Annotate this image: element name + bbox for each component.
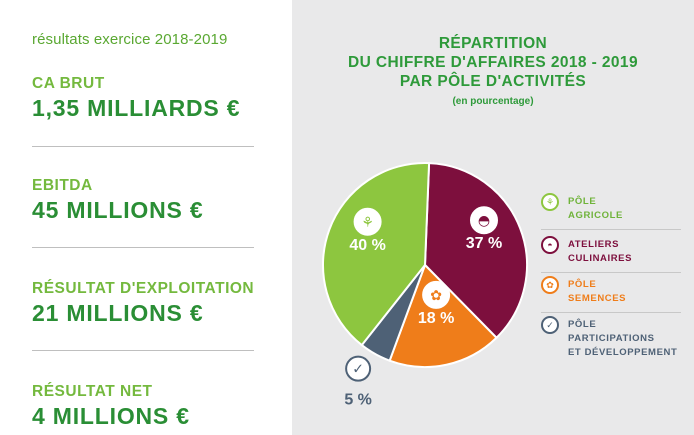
divider	[32, 350, 254, 351]
legend-divider	[541, 312, 681, 313]
results-subtitle: résultats exercice 2018-2019	[32, 31, 228, 48]
divider	[32, 247, 254, 248]
legend-label: PÔLE SEMENCES	[568, 278, 626, 306]
kpi-resultat-net: RÉSULTAT NET 4 MILLIONS €	[32, 383, 262, 430]
results-panel	[0, 0, 292, 435]
pie-slice	[321, 162, 431, 347]
legend-label-line: CULINAIRES	[568, 253, 633, 264]
slice-label: 37 %	[466, 235, 502, 252]
wheat-icon	[353, 207, 382, 236]
legend-label-line: SEMENCES	[568, 293, 627, 304]
slice-label: 40 %	[349, 237, 385, 254]
slice-label: 5 %	[344, 392, 372, 409]
seed-icon-glyph: ✿	[430, 288, 442, 304]
legend-label-line: PÔLE	[568, 196, 597, 207]
kpi-resultat-exploitation: RÉSULTAT D'EXPLOITATION 21 MILLIONS €	[32, 280, 262, 327]
legend-label-line: PARTICIPATIONS	[568, 333, 655, 344]
chart-note: (en pourcentage)	[452, 96, 534, 107]
chart-title-line: RÉPARTITION	[438, 35, 548, 52]
kpi-label: EBITDA	[32, 177, 93, 194]
legend-label-line: PÔLE	[568, 319, 597, 330]
kpi-label: RÉSULTAT NET	[32, 383, 153, 400]
legend-label-line: ATELIERS	[568, 239, 620, 250]
legend-divider	[541, 272, 681, 273]
chart-title: RÉPARTITION DU CHIFFRE D'AFFAIRES 2018 -…	[292, 34, 694, 91]
legend-divider	[541, 229, 681, 230]
kpi-label: CA BRUT	[32, 75, 105, 92]
slice-label: 18 %	[418, 310, 454, 327]
kpi-value: 45 MILLIONS €	[32, 197, 204, 223]
wheat-icon: ⚘	[541, 193, 559, 211]
legend-label: PÔLE PARTICIPATIONS ET DÉVELOPPEMENT	[568, 318, 677, 360]
cloche-icon	[469, 206, 498, 235]
kpi-ca-brut: CA BRUT 1,35 MILLIARDS €	[32, 75, 262, 122]
kpi-value: 4 MILLIONS €	[32, 403, 190, 429]
seed-icon	[422, 280, 451, 309]
legend-label: PÔLE AGRICOLE	[568, 195, 623, 223]
pie-slice	[423, 162, 528, 340]
kpi-label: RÉSULTAT D'EXPLOITATION	[32, 280, 255, 297]
kpi-value: 1,35 MILLIARDS €	[32, 95, 241, 121]
legend-label: ATELIERS CULINAIRES	[568, 238, 632, 266]
cloche-icon-glyph: ◓	[478, 213, 490, 229]
legend-label-line: ET DÉVELOPPEMENT	[568, 347, 678, 358]
legend-label-line: PÔLE	[568, 279, 597, 290]
cloche-icon: ◓	[541, 236, 559, 254]
check-leaf-icon: ✓	[541, 316, 559, 334]
divider	[32, 146, 254, 147]
legend-label-line: AGRICOLE	[568, 210, 623, 221]
check-leaf-icon-glyph: ✓	[352, 362, 364, 378]
kpi-ebitda: EBITDA 45 MILLIONS €	[32, 177, 262, 224]
pie-chart: ◓ 37 % ✿ 18 % ✓ 5 % ⚘ 40 %	[321, 162, 528, 409]
chart-title-line: DU CHIFFRE D'AFFAIRES 2018 - 2019	[348, 54, 638, 71]
seed-icon: ✿	[541, 276, 559, 294]
wheat-icon-glyph: ⚘	[361, 215, 374, 231]
check-leaf-icon	[345, 355, 372, 382]
kpi-value: 21 MILLIONS €	[32, 300, 204, 326]
chart-title-line: PAR PÔLE D'ACTIVITÉS	[399, 73, 587, 90]
